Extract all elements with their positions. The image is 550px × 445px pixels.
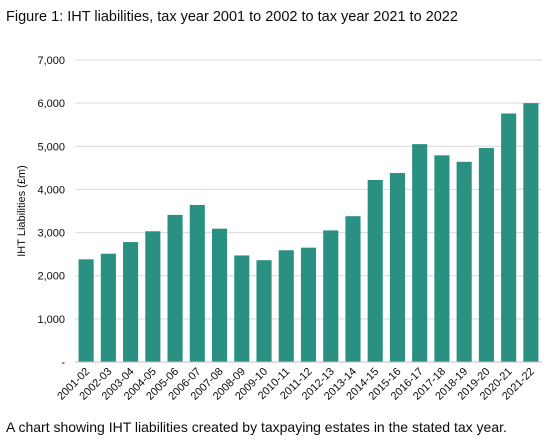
y-tick-label: 1,000: [37, 314, 65, 326]
y-tick-label: 5,000: [37, 141, 65, 153]
y-tick-label: 2,000: [37, 271, 65, 283]
bar-2009-10: [256, 260, 272, 362]
y-tick-label: 3,000: [37, 228, 65, 240]
figure-caption: A chart showing IHT liabilities created …: [6, 419, 507, 435]
bar-2015-16: [389, 173, 406, 362]
bar-2019-20: [478, 148, 494, 362]
bar-2014-15: [367, 179, 383, 362]
bar-2002-03: [100, 253, 116, 362]
bar-2018-19: [456, 161, 472, 362]
y-tick-label: 6,000: [37, 98, 65, 110]
bars: [78, 103, 539, 363]
bar-2017-18: [434, 155, 450, 362]
bar-2001-02: [78, 259, 94, 362]
bar-2016-17: [412, 144, 428, 362]
bar-2006-07: [189, 204, 205, 362]
y-tick-label: 4,000: [37, 184, 65, 196]
bar-2007-08: [211, 228, 228, 362]
figure-title: Figure 1: IHT liabilities, tax year 2001…: [6, 9, 458, 25]
bar-2011-12: [300, 247, 317, 362]
y-axis-title: IHT Liabilities (£m): [16, 165, 28, 257]
bar-2004-05: [145, 231, 161, 362]
bar-2008-09: [234, 255, 250, 362]
y-tick-label: 7,000: [37, 55, 65, 67]
y-tick-label: -: [61, 357, 65, 369]
bar-2010-11: [278, 250, 294, 362]
bar-2021-22: [523, 103, 539, 363]
bar-2020-21: [501, 113, 517, 362]
bar-2013-14: [345, 216, 361, 362]
bar-2003-04: [123, 242, 139, 362]
bar-2005-06: [167, 214, 183, 362]
bar-2012-13: [323, 230, 339, 362]
